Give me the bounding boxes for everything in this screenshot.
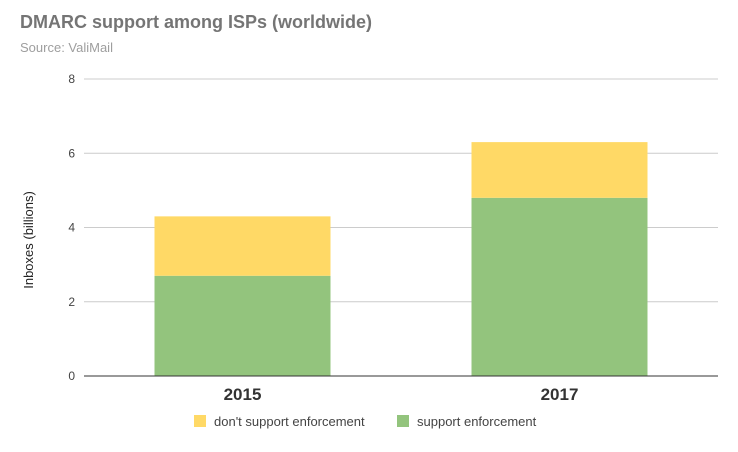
legend-label: don't support enforcement xyxy=(214,414,365,429)
y-tick-label: 6 xyxy=(68,146,75,160)
y-tick-labels: 0 2 4 6 8 xyxy=(68,72,75,383)
x-tick-label: 2017 xyxy=(541,385,579,404)
bar-segment xyxy=(154,275,331,376)
y-tick-label: 0 xyxy=(68,369,75,383)
bar-segment xyxy=(471,197,648,376)
bar-segment xyxy=(154,216,331,276)
legend-label: support enforcement xyxy=(417,414,537,429)
x-tick-labels: 2015 2017 xyxy=(224,385,579,404)
bars xyxy=(154,142,648,376)
y-tick-label: 8 xyxy=(68,72,75,86)
bar-segment xyxy=(471,142,648,198)
x-tick-label: 2015 xyxy=(224,385,262,404)
legend-swatch xyxy=(194,415,206,427)
y-axis-label: Inboxes (billions) xyxy=(21,191,36,289)
chart-title: DMARC support among ISPs (worldwide) xyxy=(20,12,373,32)
chart-subtitle: Source: ValiMail xyxy=(20,40,113,55)
y-tick-label: 2 xyxy=(68,295,75,309)
legend: don't support enforcement support enforce… xyxy=(194,414,537,429)
y-tick-label: 4 xyxy=(68,221,75,235)
legend-swatch xyxy=(397,415,409,427)
